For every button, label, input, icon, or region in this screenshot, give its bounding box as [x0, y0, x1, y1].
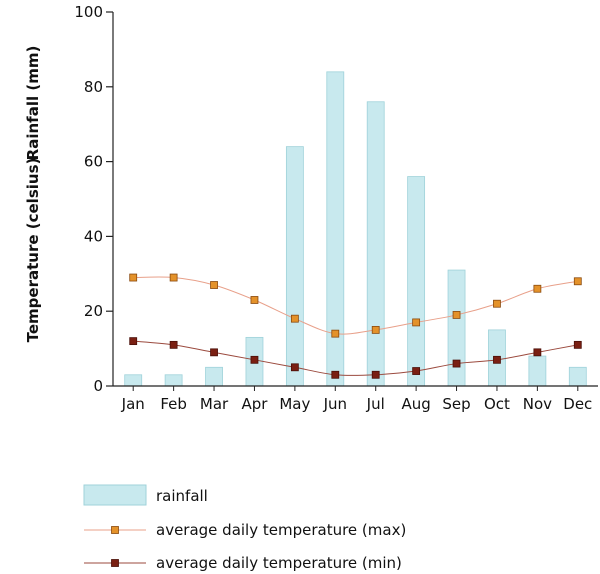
x-tick-label-jun: Jun — [323, 395, 347, 413]
point-temperature-max-sep — [452, 311, 461, 319]
legend-label-max: average daily temperature (max) — [156, 521, 406, 539]
bar-rainfall-dec — [568, 366, 587, 387]
y-tick-label-0: 0 — [93, 377, 103, 395]
legend-marker-max — [111, 526, 119, 534]
point-temperature-min-apr — [250, 355, 259, 364]
point-temperature-min-may — [290, 363, 299, 372]
y-tick-label-60: 60 — [84, 153, 103, 171]
x-tick-label-dec: Dec — [563, 395, 592, 413]
x-tick-label-feb: Feb — [160, 395, 187, 413]
point-temperature-min-dec — [573, 340, 582, 349]
line-temperature-max — [133, 276, 578, 335]
y-tick-labels: 0 20 40 60 80 100 — [74, 3, 103, 395]
point-temperature-max-may — [290, 314, 299, 323]
point-temperature-max-aug — [412, 318, 421, 327]
legend-label-min: average daily temperature (min) — [156, 554, 402, 572]
line-temperature-min — [133, 340, 578, 376]
point-temperature-max-feb — [169, 273, 178, 282]
point-temperature-max-oct — [493, 299, 501, 308]
x-tick-label-jul: Jul — [366, 395, 385, 413]
point-temperature-min-nov — [533, 348, 542, 357]
point-temperature-min-aug — [412, 367, 421, 375]
x-tick-label-oct: Oct — [484, 395, 510, 413]
bar-rainfall-mar — [205, 366, 223, 387]
y-tick-label-100: 100 — [74, 3, 103, 21]
point-temperature-min-jul — [371, 370, 380, 379]
bar-rainfall-aug — [407, 176, 426, 387]
point-temperature-max-apr — [250, 296, 259, 304]
point-temperature-max-mar — [210, 281, 218, 289]
y-tick-label-80: 80 — [84, 78, 103, 96]
bar-rainfall-nov — [528, 355, 547, 387]
x-tick-label-sep: Sep — [442, 395, 470, 413]
legend: rainfall average daily temperature (max)… — [83, 484, 406, 572]
bar-rainfall-sep — [447, 269, 466, 387]
point-temperature-min-mar — [210, 348, 218, 357]
bar-rainfall-may — [285, 146, 304, 387]
bar-rainfall-jul — [366, 101, 385, 387]
point-temperature-min-sep — [452, 359, 461, 368]
legend-swatch-rainfall — [83, 484, 147, 506]
point-temperature-min-oct — [493, 355, 501, 364]
x-tick-labels: Jan Feb Mar Apr May Jun Jul Aug Sep Oct Nov Dec — [121, 395, 593, 413]
point-temperature-max-nov — [533, 284, 542, 293]
bar-rainfall-jun — [326, 71, 345, 387]
y-tick-label-40: 40 — [84, 227, 103, 245]
point-temperature-max-jul — [371, 325, 380, 334]
x-tick-label-aug: Aug — [401, 395, 430, 413]
point-temperature-min-feb — [169, 340, 178, 349]
y-axis-title-rainfall: Rainfall (mm) — [24, 46, 42, 161]
y-tick-label-20: 20 — [84, 302, 103, 320]
point-temperature-max-jun — [331, 329, 340, 338]
point-temperature-max-jan — [129, 273, 138, 282]
x-tick-label-apr: Apr — [241, 395, 268, 413]
legend-label-rainfall: rainfall — [156, 487, 208, 505]
y-axis-title-temperature: Temperature (celsius) — [24, 158, 42, 343]
x-tick-label-may: May — [279, 395, 310, 413]
point-temperature-min-jun — [331, 370, 340, 379]
rainfall-bars — [124, 71, 587, 387]
x-tick-label-nov: Nov — [523, 395, 552, 413]
x-tick-label-jan: Jan — [121, 395, 145, 413]
axes — [106, 11, 598, 391]
x-tick-label-mar: Mar — [200, 395, 229, 413]
point-temperature-max-dec — [573, 277, 582, 286]
temperature-lines — [129, 273, 582, 379]
bar-rainfall-feb — [164, 374, 183, 387]
legend-marker-min — [111, 559, 119, 567]
point-temperature-min-jan — [129, 337, 138, 346]
bar-rainfall-jan — [124, 374, 143, 387]
